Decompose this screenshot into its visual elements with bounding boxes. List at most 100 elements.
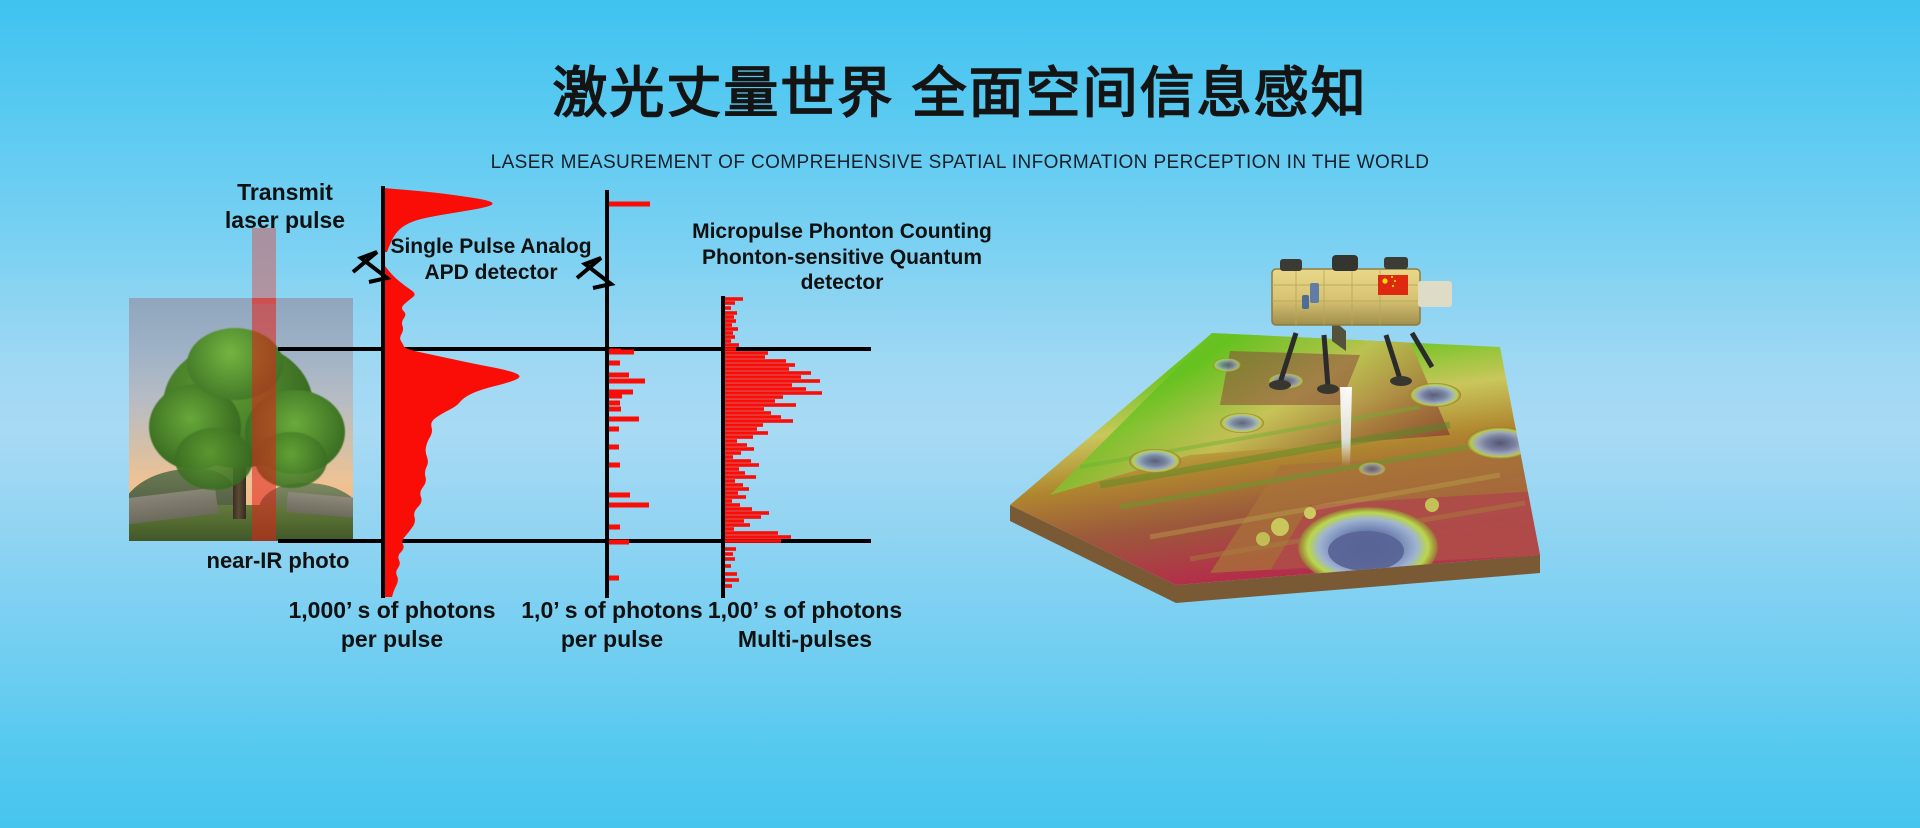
lander-instrument xyxy=(1310,283,1319,303)
bar-micropulse-photon-counting xyxy=(723,495,746,499)
laser-beam-upper-icon xyxy=(252,228,276,304)
bar-micropulse-photon-counting xyxy=(723,511,769,515)
lander-panel-grid xyxy=(1272,269,1420,325)
bar-micropulse-photon-counting xyxy=(723,523,750,527)
bar-micropulse-photon-counting xyxy=(723,439,737,443)
lander-leg xyxy=(1409,331,1435,369)
bar-micropulse-photon-counting xyxy=(723,363,795,367)
laser-beam-icon xyxy=(252,298,276,541)
near-ir-tree-photo xyxy=(129,298,353,541)
bar-micropulse-photon-counting xyxy=(723,451,741,455)
bar-micropulse-photon-counting xyxy=(723,347,736,351)
bar-micropulse-photon-counting xyxy=(723,301,735,305)
bar-micropulse-photon-counting xyxy=(723,391,822,395)
bar-photon-counting-single xyxy=(607,406,621,412)
bar-micropulse-photon-counting xyxy=(723,459,751,463)
bar-micropulse-photon-counting xyxy=(723,435,753,439)
bar-micropulse-photon-counting xyxy=(723,483,743,487)
caption-panel-2: 1,0’ s of photons per pulse xyxy=(521,597,703,652)
bar-micropulse-photon-counting xyxy=(723,379,820,383)
bar-photon-counting-single xyxy=(607,539,629,545)
bar-micropulse-photon-counting xyxy=(723,419,793,423)
descent-plume xyxy=(1340,387,1352,465)
bar-micropulse-photon-counting xyxy=(723,578,739,582)
bar-photon-counting-single xyxy=(607,462,620,468)
bar-micropulse-photon-counting xyxy=(723,547,736,551)
bar-micropulse-photon-counting xyxy=(723,552,733,556)
lander-leg xyxy=(1277,332,1299,384)
page-title-chinese: 激光丈量世界 全面空间信息感知 xyxy=(552,62,1368,124)
bar-photon-counting-single xyxy=(607,201,650,207)
lunar-lander xyxy=(1269,255,1452,394)
lander-solar-panel xyxy=(1418,281,1452,307)
caption-panel-3: 1,00’ s of photons Multi-pulses xyxy=(707,597,903,652)
terrain-large-crater-floor xyxy=(1328,531,1404,571)
lander-thruster-box xyxy=(1384,257,1408,269)
bar-micropulse-photon-counting xyxy=(723,423,763,427)
bar-micropulse-photon-counting xyxy=(723,343,739,347)
bar-micropulse-photon-counting xyxy=(723,564,731,568)
bar-micropulse-photon-counting xyxy=(723,463,759,467)
bar-micropulse-photon-counting xyxy=(723,447,754,451)
bar-photon-counting-single xyxy=(607,426,619,432)
bar-micropulse-photon-counting xyxy=(723,371,811,375)
bar-micropulse-photon-counting xyxy=(723,503,740,507)
bar-photon-counting-single xyxy=(607,393,622,399)
bar-photon-counting-single xyxy=(607,400,620,406)
label-transmit-laser-pulse: Transmit laser pulse xyxy=(224,179,346,234)
bar-micropulse-photon-counting xyxy=(723,383,792,387)
label-micropulse-detector: Micropulse Phonton Counting Phonton-sens… xyxy=(692,220,992,295)
lander-footpad xyxy=(1317,384,1339,394)
bar-micropulse-photon-counting xyxy=(723,367,789,371)
bar-photon-counting-single xyxy=(607,378,645,384)
page-subtitle-english: LASER MEASUREMENT OF COMPREHENSIVE SPATI… xyxy=(490,152,1430,173)
caption-panel-1: 1,000’ s of photons per pulse xyxy=(288,597,496,652)
bar-micropulse-photon-counting xyxy=(723,427,757,431)
bar-micropulse-photon-counting xyxy=(723,327,738,331)
bar-micropulse-photon-counting xyxy=(723,443,747,447)
lander-leg xyxy=(1321,334,1331,388)
bar-photon-counting-single xyxy=(607,416,639,422)
bar-photon-counting-single xyxy=(607,444,619,450)
bar-micropulse-photon-counting xyxy=(723,323,732,327)
lander-footpad xyxy=(1269,380,1291,390)
bar-micropulse-photon-counting xyxy=(723,319,736,323)
bar-micropulse-photon-counting xyxy=(723,491,738,495)
bar-photon-counting-single xyxy=(607,372,629,378)
bar-micropulse-photon-counting xyxy=(723,507,752,511)
bar-photon-counting-single xyxy=(607,524,620,530)
bar-micropulse-photon-counting xyxy=(723,359,786,363)
bar-micropulse-photon-counting xyxy=(723,467,739,471)
bar-photon-counting-single xyxy=(607,492,630,498)
bar-micropulse-photon-counting xyxy=(723,584,732,588)
bar-micropulse-photon-counting xyxy=(723,499,732,503)
lander-instrument xyxy=(1302,295,1309,309)
bar-micropulse-photon-counting xyxy=(723,403,796,407)
bar-micropulse-photon-counting xyxy=(723,531,778,535)
bar-micropulse-photon-counting xyxy=(723,415,781,419)
bar-micropulse-photon-counting xyxy=(723,399,775,403)
bar-micropulse-photon-counting xyxy=(723,431,768,435)
bar-photon-counting-single xyxy=(607,349,634,355)
bar-micropulse-photon-counting xyxy=(723,311,737,315)
bar-micropulse-photon-counting xyxy=(723,351,768,355)
bar-photon-counting-single xyxy=(607,360,620,366)
terrain-edge-thickness xyxy=(1010,505,1540,603)
lander-sensor-pod xyxy=(1332,255,1358,271)
bar-micropulse-photon-counting xyxy=(723,331,733,335)
bar-micropulse-photon-counting xyxy=(723,387,806,391)
bar-micropulse-photon-counting xyxy=(723,471,745,475)
lander-engine-skirt xyxy=(1332,319,1346,351)
bar-photon-counting-single xyxy=(607,348,621,354)
lander-footpad xyxy=(1390,376,1412,386)
bar-micropulse-photon-counting xyxy=(723,306,731,310)
terrain-boulders xyxy=(1256,498,1439,546)
terrain-texture-group xyxy=(1050,333,1540,585)
bar-micropulse-photon-counting xyxy=(723,557,735,561)
label-apd-detector: Single Pulse Analog APD detector xyxy=(390,235,592,284)
bar-micropulse-photon-counting xyxy=(723,527,734,531)
bar-micropulse-photon-counting xyxy=(723,375,801,379)
reference-lines xyxy=(278,347,871,543)
bar-micropulse-photon-counting xyxy=(723,339,731,343)
bar-micropulse-photon-counting xyxy=(723,535,791,539)
